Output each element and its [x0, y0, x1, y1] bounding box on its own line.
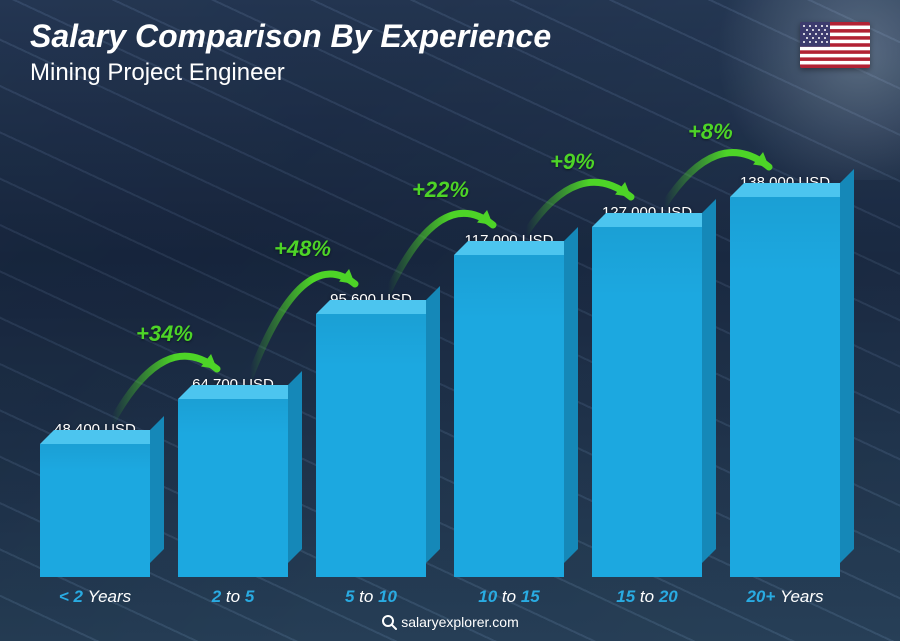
bar-chart: 48,400 USD 64,700 USD 95,600 USD 117,000 US…	[40, 117, 840, 577]
x-axis-label: 15 to 20	[592, 587, 702, 607]
page-title: Salary Comparison By Experience	[30, 18, 870, 55]
x-axis-label: 5 to 10	[316, 587, 426, 607]
bar-group: 48,400 USD	[40, 421, 150, 577]
bar-group: 138,000 USD	[730, 174, 840, 577]
logo-icon	[381, 614, 397, 633]
x-axis-label: 2 to 5	[178, 587, 288, 607]
bar-group: 117,000 USD	[454, 232, 564, 577]
x-axis-label: 20+ Years	[730, 587, 840, 607]
bar-group: 127,000 USD	[592, 204, 702, 577]
bar	[454, 255, 564, 577]
footer: salaryexplorer.com	[0, 614, 900, 633]
bar	[730, 197, 840, 577]
header: Salary Comparison By Experience Mining P…	[30, 18, 870, 87]
chart-container: Salary Comparison By Experience Mining P…	[0, 0, 900, 641]
x-axis-labels: < 2 Years 2 to 5 5 to 10 10 to 15 15 to 20 20…	[40, 587, 840, 607]
bar	[40, 444, 150, 577]
footer-text: salaryexplorer.com	[401, 614, 519, 630]
bar	[178, 399, 288, 577]
x-axis-label: 10 to 15	[454, 587, 564, 607]
bar	[592, 227, 702, 577]
us-flag-icon	[800, 22, 870, 68]
bar-group: 95,600 USD	[316, 291, 426, 577]
x-axis-label: < 2 Years	[40, 587, 150, 607]
bar	[316, 314, 426, 577]
page-subtitle: Mining Project Engineer	[30, 59, 870, 87]
bar-group: 64,700 USD	[178, 376, 288, 577]
